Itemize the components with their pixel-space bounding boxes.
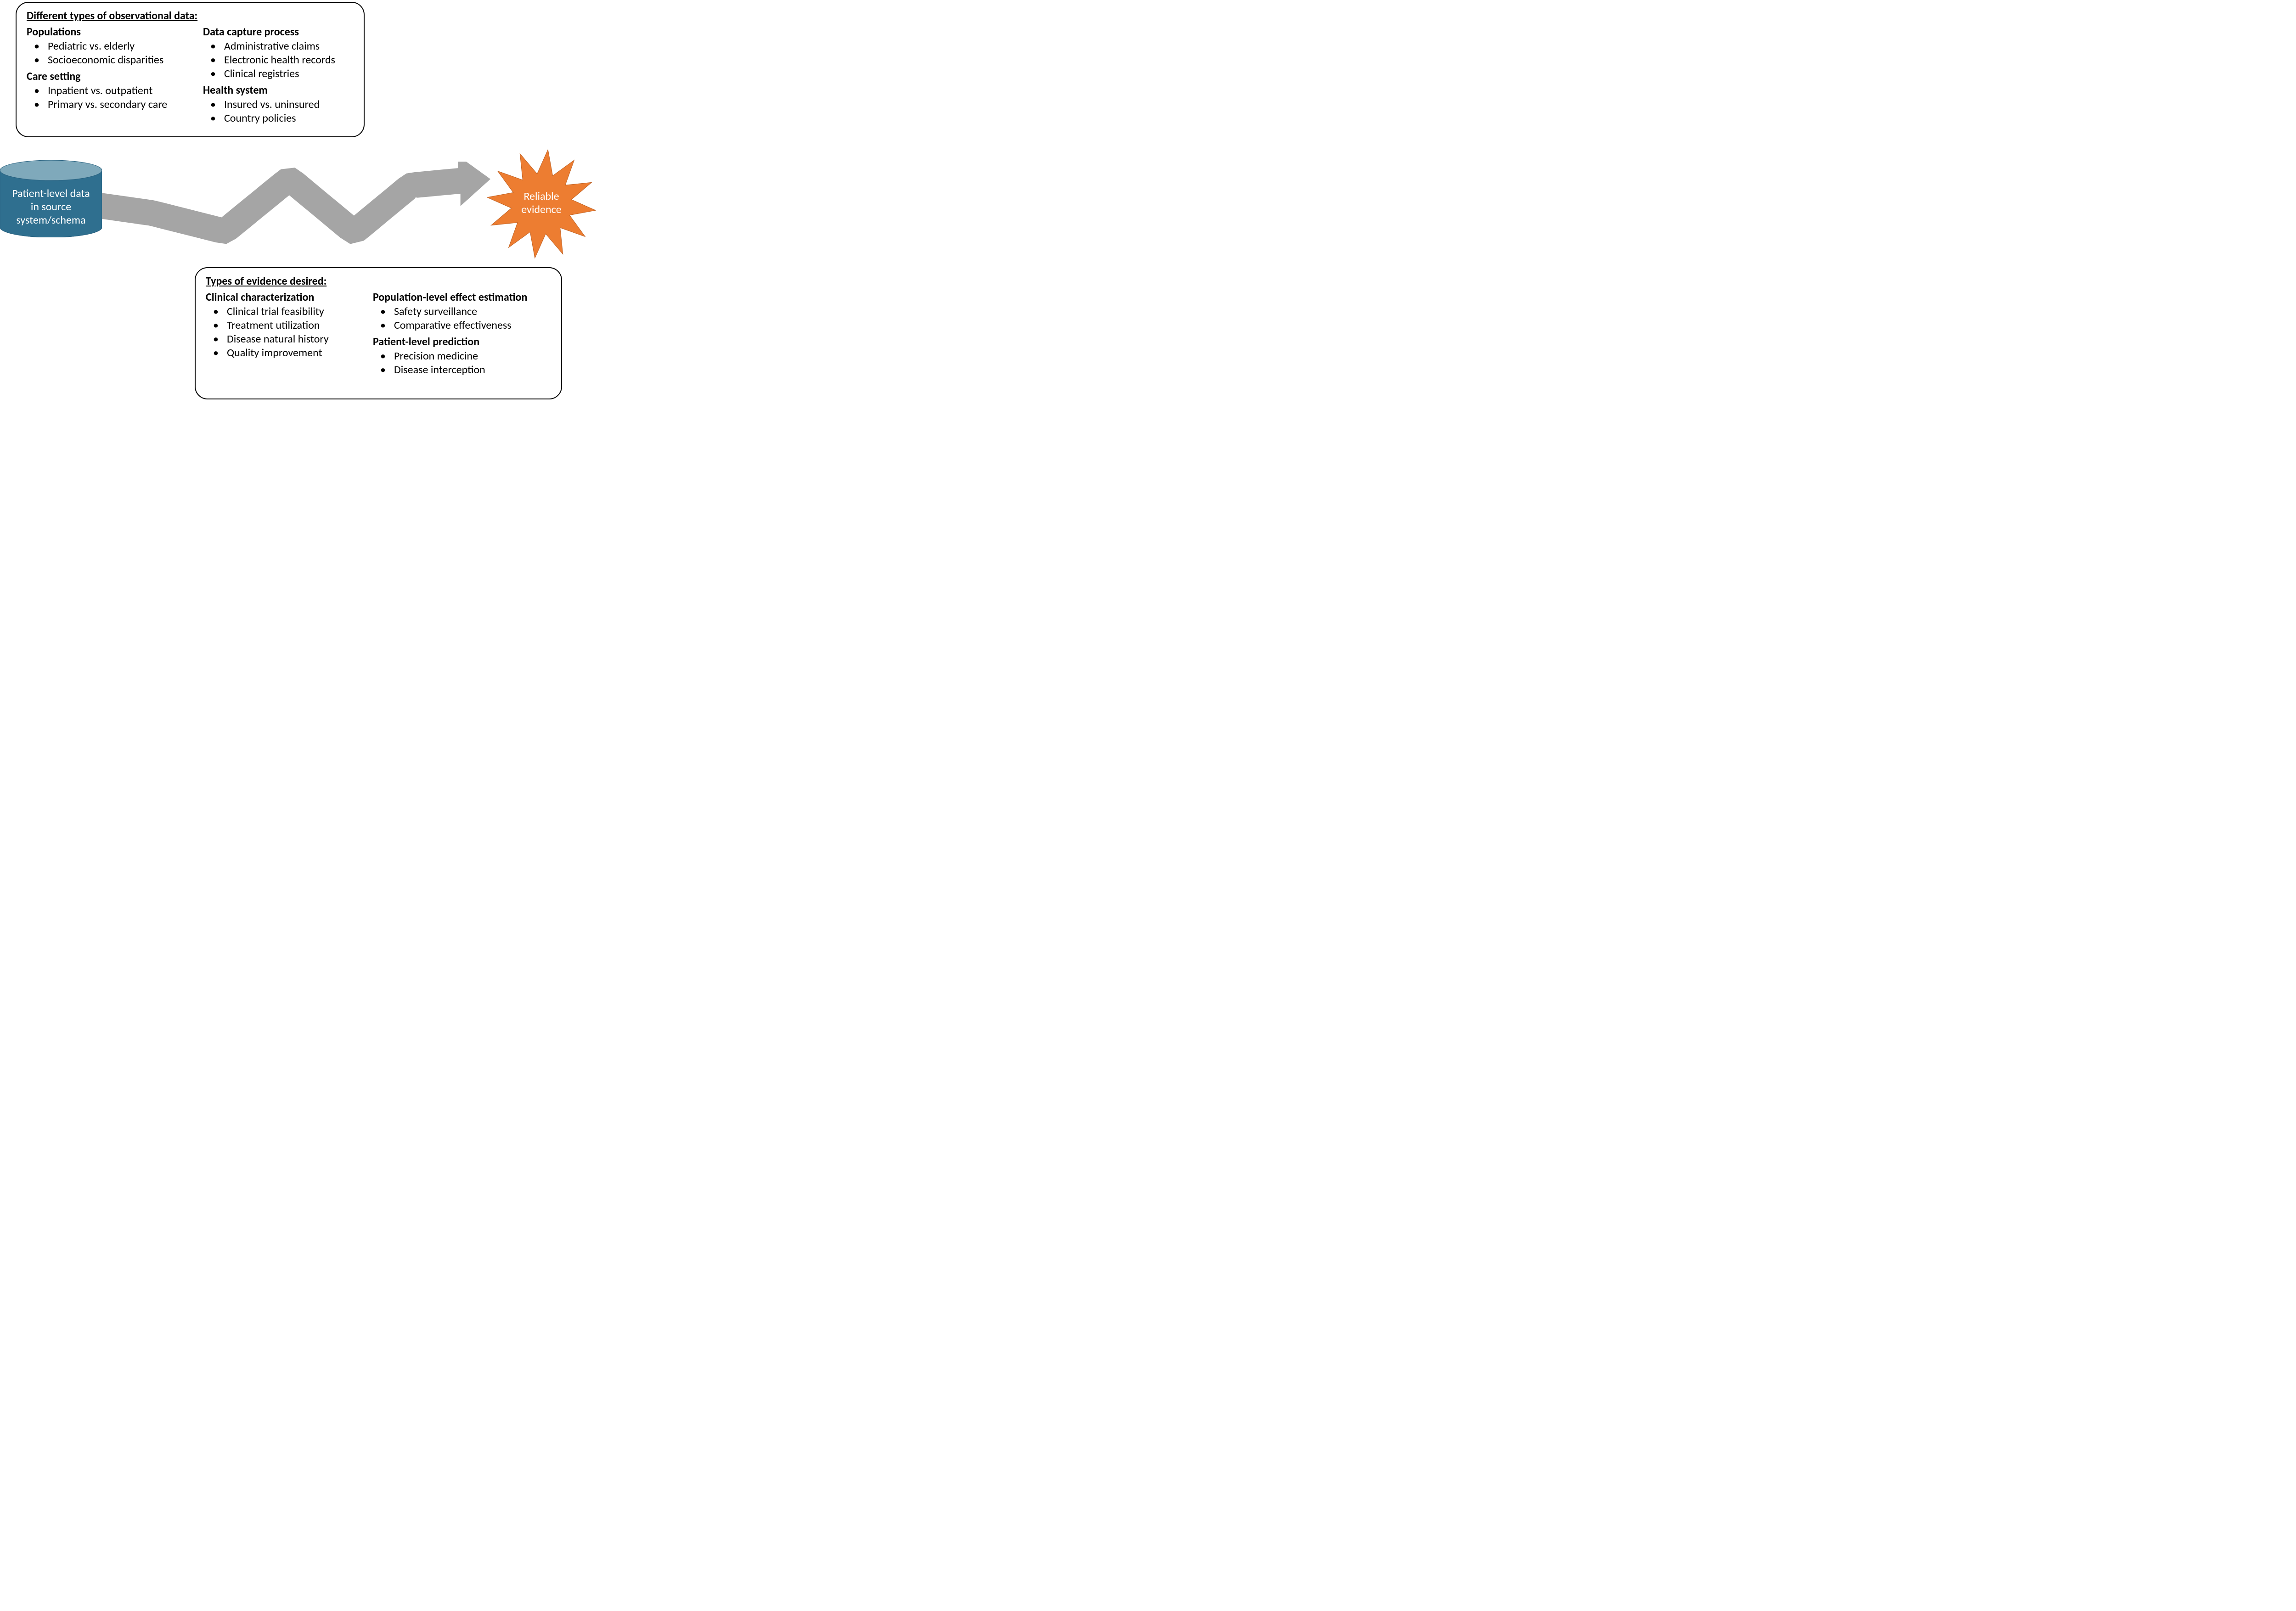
bullet-list: Pediatric vs. elderlySocioeconomic dispa… — [27, 39, 187, 67]
list-item: Comparative effectiveness — [373, 319, 557, 332]
list-item: Primary vs. secondary care — [27, 98, 187, 112]
evidence-desired-title: Types of evidence desired: — [206, 275, 551, 288]
observational-data-box: Different types of observational data: P… — [16, 2, 365, 137]
section-heading: Health system — [203, 84, 355, 97]
bullet-list: Administrative claimsElectronic health r… — [203, 39, 355, 81]
observational-data-right-column: Data capture processAdministrative claim… — [203, 23, 355, 128]
evidence-desired-box: Types of evidence desired: Clinical char… — [195, 267, 562, 399]
section-heading: Care setting — [27, 70, 187, 83]
list-item: Quality improvement — [206, 346, 357, 360]
section-heading: Data capture process — [203, 25, 355, 39]
list-item: Administrative claims — [203, 39, 355, 53]
observational-data-left-column: PopulationsPediatric vs. elderlySocioeco… — [27, 23, 187, 128]
evidence-desired-right-column: Population-level effect estimationSafety… — [373, 289, 557, 380]
list-item: Disease interception — [373, 363, 557, 377]
section-heading: Populations — [27, 25, 187, 39]
bullet-list: Clinical trial feasibilityTreatment util… — [206, 305, 357, 360]
list-item: Safety surveillance — [373, 305, 557, 319]
bullet-list: Insured vs. uninsuredCountry policies — [203, 98, 355, 125]
list-item: Pediatric vs. elderly — [27, 39, 187, 53]
cylinder-label: Patient-level data in source system/sche… — [0, 187, 102, 227]
list-item: Country policies — [203, 112, 355, 125]
source-data-cylinder: Patient-level data in source system/sche… — [0, 160, 102, 237]
list-item: Insured vs. uninsured — [203, 98, 355, 112]
cylinder-label-line3: system/schema — [16, 213, 85, 227]
bullet-list: Inpatient vs. outpatientPrimary vs. seco… — [27, 84, 187, 112]
starburst-label: Reliable evidence — [487, 190, 596, 217]
list-item: Disease natural history — [206, 332, 357, 346]
flow-arrow — [87, 162, 491, 253]
bullet-list: Precision medicineDisease interception — [373, 349, 557, 377]
reliable-evidence-starburst: Reliable evidence — [487, 149, 596, 258]
list-item: Inpatient vs. outpatient — [27, 84, 187, 98]
evidence-desired-left-column: Clinical characterizationClinical trial … — [206, 289, 357, 380]
list-item: Treatment utilization — [206, 319, 357, 332]
list-item: Electronic health records — [203, 53, 355, 67]
observational-data-title: Different types of observational data: — [27, 9, 354, 22]
list-item: Socioeconomic disparities — [27, 53, 187, 67]
starburst-label-line2: evidence — [521, 203, 561, 216]
bullet-list: Safety surveillanceComparative effective… — [373, 305, 557, 332]
list-item: Clinical registries — [203, 67, 355, 81]
section-heading: Clinical characterization — [206, 291, 357, 304]
list-item: Precision medicine — [373, 349, 557, 363]
section-heading: Patient-level prediction — [373, 335, 557, 348]
cylinder-label-line1: Patient-level data — [12, 187, 90, 200]
starburst-label-line1: Reliable — [523, 190, 559, 203]
list-item: Clinical trial feasibility — [206, 305, 357, 319]
section-heading: Population-level effect estimation — [373, 291, 557, 304]
cylinder-label-line2: in source — [31, 200, 71, 213]
